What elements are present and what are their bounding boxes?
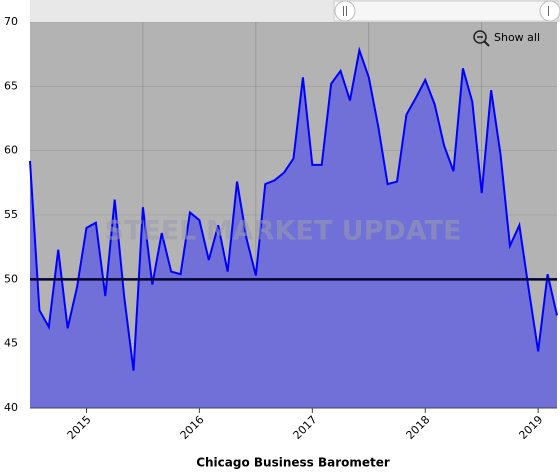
y-tick-label: 40 (4, 401, 18, 414)
zoom-icon (483, 40, 490, 47)
y-tick-label: 65 (4, 79, 18, 92)
scrollbar-handle[interactable] (539, 0, 560, 22)
chart-title: Chicago Business Barometer (196, 456, 390, 470)
button-label[interactable]: Show all (494, 31, 540, 44)
scrollbar-handle[interactable] (334, 0, 356, 22)
series-line (29, 46, 558, 371)
series-layer (29, 46, 558, 408)
watermark: STEEL MARKET UPDATE (105, 216, 462, 247)
y-tick-label: 45 (4, 337, 18, 350)
x-tick-label: 2016 (178, 413, 207, 442)
x-tick-label: 2019 (516, 413, 545, 442)
show-all-button[interactable]: Show all (473, 30, 540, 47)
y-tick-label: 55 (4, 208, 18, 221)
zoom-icon (473, 30, 487, 44)
x-tick-label: 2017 (291, 413, 320, 442)
scrollbar-window[interactable] (333, 0, 559, 22)
area-fill (30, 50, 557, 408)
y-tick-label: 70 (4, 15, 18, 28)
x-tick-label: 2018 (404, 413, 433, 442)
y-tick-label: 60 (4, 144, 18, 157)
y-tick-label: 50 (4, 272, 18, 285)
x-tick-label: 2015 (65, 413, 94, 442)
